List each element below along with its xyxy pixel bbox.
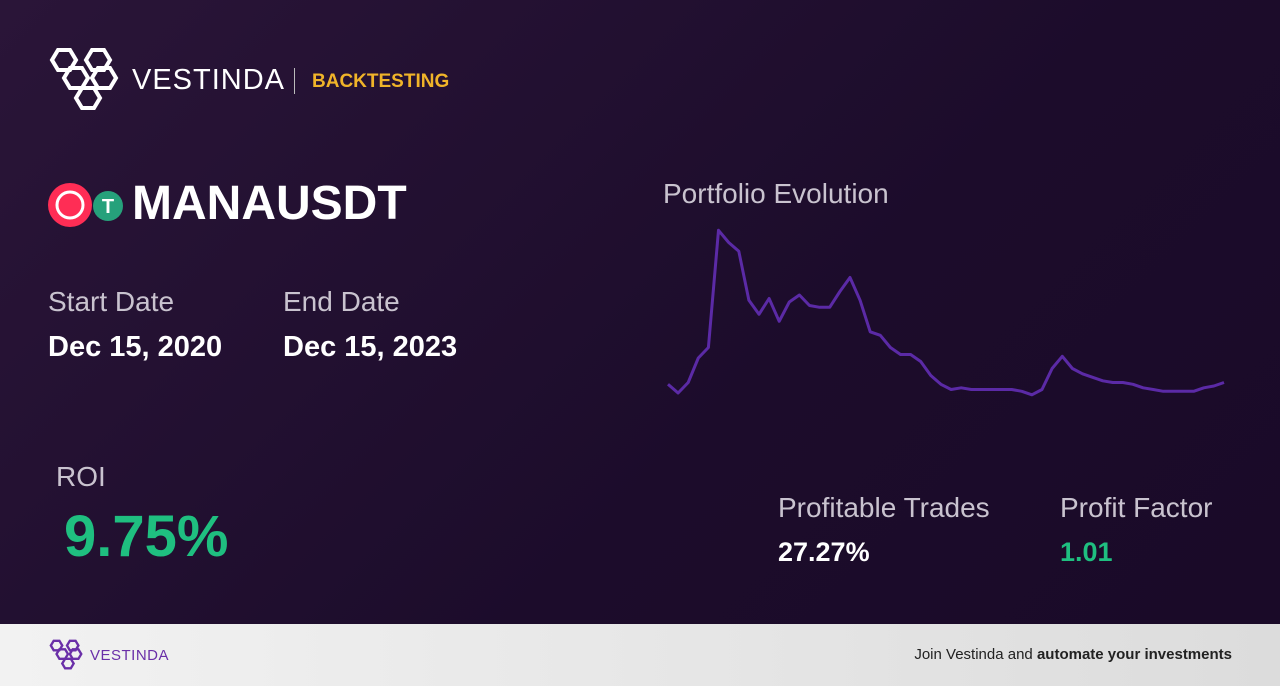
coin-icons: T [48, 183, 123, 227]
chart-title: Portfolio Evolution [663, 178, 889, 209]
end-date-label: End Date [283, 286, 400, 317]
profitable-trades: 27.27% [778, 537, 870, 567]
start-date: Dec 15, 2020 [48, 331, 223, 363]
footer-bold: automate your investments [1036, 646, 1232, 663]
roi-value: 9.75% [64, 504, 229, 569]
symbol: MANAUSDT [132, 177, 407, 230]
profitable-trades-label: Profitable Trades [778, 492, 990, 523]
end-date: Dec 15, 2023 [283, 331, 458, 363]
footer-text: Join Vestinda and [914, 646, 1037, 663]
footer-brand: VESTINDA [90, 647, 170, 664]
profit-factor-label: Profit Factor [1060, 492, 1213, 523]
profit-factor: 1.01 [1060, 537, 1113, 567]
card: VESTINDA BACKTESTING T MANAUSDT Start Da… [0, 0, 1280, 624]
footer-logo [49, 639, 83, 670]
portfolio-line [667, 228, 1225, 397]
roi-label: ROI [56, 461, 106, 492]
divider [294, 68, 295, 94]
footer-cta: Join Vestinda and automate your investme… [914, 646, 1232, 663]
chart [667, 228, 1225, 397]
brand-logo [49, 48, 119, 110]
section-name: BACKTESTING [312, 71, 450, 92]
svg-text:T: T [102, 196, 114, 218]
brand-name: VESTINDA [132, 64, 286, 96]
start-date-label: Start Date [48, 286, 175, 317]
footer: VESTINDA Join Vestinda and automate your… [0, 624, 1280, 686]
